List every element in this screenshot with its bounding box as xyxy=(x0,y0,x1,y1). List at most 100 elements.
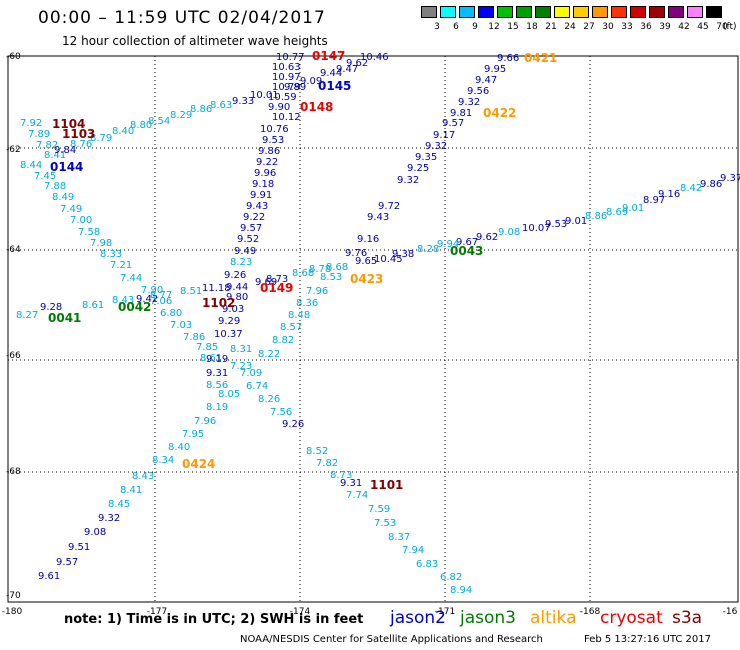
satellite-legend-altika: altika xyxy=(530,608,577,628)
swh-observation: 9.42 xyxy=(136,294,158,305)
swh-observation: 9.18 xyxy=(252,179,274,190)
satellite-legend-cryosat: cryosat xyxy=(600,608,663,628)
swh-observation: 10.63 xyxy=(272,62,301,73)
swh-observation: 8.43 xyxy=(112,295,134,306)
footnote: note: 1) Time is in UTC; 2) SWH is in fe… xyxy=(64,612,364,627)
scale-label: 27 xyxy=(583,22,595,32)
swh-observation: 9.26 xyxy=(282,419,304,430)
swh-observation: 8.52 xyxy=(306,446,328,457)
swh-observation: 9.91 xyxy=(250,190,272,201)
swh-observation: 8.23 xyxy=(230,257,252,268)
swh-observation: 8.34 xyxy=(152,455,174,466)
swh-observation: 8.42 xyxy=(680,183,702,194)
swh-observation: 8.27 xyxy=(16,310,38,321)
scale-label: 42 xyxy=(678,22,690,32)
swh-observation: 8.56 xyxy=(206,380,228,391)
swh-observation: 8.44 xyxy=(20,160,42,171)
latitude-label: -68 xyxy=(6,467,21,477)
swh-observation: 9.44 xyxy=(320,68,342,79)
scale-swatch xyxy=(440,6,456,18)
swh-observation: 9.62 xyxy=(476,232,498,243)
scale-label: 15 xyxy=(507,22,519,32)
swh-observation: 10.07 xyxy=(522,223,551,234)
latitude-label: -70 xyxy=(6,591,21,601)
swh-observation: 9.32 xyxy=(458,97,480,108)
swh-observation: 6.80 xyxy=(160,308,182,319)
swh-observation: 8.94 xyxy=(450,585,472,596)
scale-swatch xyxy=(630,6,646,18)
scale-swatch xyxy=(497,6,513,18)
generated-timestamp: Feb 5 13:27:16 UTC 2017 xyxy=(584,634,711,645)
swh-observation: 8.86 xyxy=(190,104,212,115)
swh-observation: 8.37 xyxy=(388,532,410,543)
swh-observation: 9.44 xyxy=(226,282,248,293)
scale-label: 33 xyxy=(621,22,633,32)
swh-observation: 9.43 xyxy=(367,212,389,223)
longitude-label: -168 xyxy=(580,607,601,617)
longitude-labels: -180 -177 -174 -171 -168 -16 xyxy=(2,607,738,617)
swh-observation: 9.86 xyxy=(700,179,722,190)
scale-swatch xyxy=(668,6,684,18)
scale-label: 70 xyxy=(716,22,728,32)
swh-observation: 9.57 xyxy=(56,557,78,568)
swh-observation: 10.12 xyxy=(272,112,301,123)
pass-id-label: 0042 xyxy=(118,300,151,314)
swh-observation: 10.45 xyxy=(374,254,403,265)
swh-observation: 9.67 xyxy=(456,237,478,248)
swh-observation: 8.77 xyxy=(150,290,172,301)
scale-label: 39 xyxy=(659,22,671,32)
swh-observation: 9.65 xyxy=(355,256,377,267)
swh-observation: 8.26 xyxy=(258,394,280,405)
swh-observation: 8.51 xyxy=(180,286,202,297)
pass-id-label: 1102 xyxy=(202,296,235,310)
swh-observation: 8.33 xyxy=(100,249,122,260)
longitude-label: -177 xyxy=(147,607,167,617)
latitude-labels: -60 -62 -64 -66 -68 -70 xyxy=(6,52,21,601)
swh-observation: 10.01 xyxy=(250,90,279,101)
swh-observation: 6.82 xyxy=(440,572,462,583)
swh-observation: 8.40 xyxy=(112,126,134,137)
scale-swatch xyxy=(687,6,703,18)
swh-observation: 9.38 xyxy=(392,249,414,260)
swh-observation: 8.28 xyxy=(417,244,439,255)
swh-observation: 9.53 xyxy=(262,135,284,146)
swh-observation: 10.97 xyxy=(272,72,301,83)
swh-observation: 9.57 xyxy=(240,223,262,234)
swh-observation: 9.66 xyxy=(497,53,519,64)
swh-observation: 7.53 xyxy=(374,518,396,529)
scale-unit: (ft) xyxy=(723,22,737,32)
satellite-legend-jason3: jason3 xyxy=(460,608,516,628)
swh-observation: 9.51 xyxy=(68,542,90,553)
map-subtitle: 12 hour collection of altimeter wave hei… xyxy=(62,34,328,48)
scale-label: 3 xyxy=(434,22,440,32)
latitude-label: -66 xyxy=(6,351,21,361)
swh-observation: 9.32 xyxy=(98,513,120,524)
swh-observation: 9.31 xyxy=(340,478,362,489)
scale-label: 6 xyxy=(453,22,459,32)
pass-id-label: 1103 xyxy=(62,127,95,141)
swh-observation: 9.81 xyxy=(450,108,472,119)
pass-id-label: 1101 xyxy=(370,478,403,492)
swh-observation: 7.03 xyxy=(170,320,192,331)
swh-observation: 7.96 xyxy=(306,286,328,297)
swh-observation: 8.76 xyxy=(70,139,92,150)
swh-observation: 9.49 xyxy=(234,246,256,257)
scale-swatch xyxy=(649,6,665,18)
swh-observation: 8.49 xyxy=(52,192,74,203)
scale-label: 18 xyxy=(526,22,538,32)
swh-observation: 10.37 xyxy=(214,329,243,340)
swh-observation: 7.59 xyxy=(368,504,390,515)
swh-observation: 8.36 xyxy=(296,298,318,309)
swh-observation: 7.90 xyxy=(141,285,163,296)
scale-swatch xyxy=(459,6,475,18)
scale-label: 30 xyxy=(602,22,614,32)
swh-observation: 7.96 xyxy=(194,416,216,427)
swh-observation: 8.73 xyxy=(330,470,352,481)
swh-observation: 7.88 xyxy=(44,181,66,192)
swh-observation: 8.97 xyxy=(643,195,665,206)
swh-observation: 7.23 xyxy=(230,361,252,372)
swh-observation: 8.45 xyxy=(108,499,130,510)
swh-observation: 9.32 xyxy=(397,175,419,186)
longitude-label: -171 xyxy=(435,607,455,617)
